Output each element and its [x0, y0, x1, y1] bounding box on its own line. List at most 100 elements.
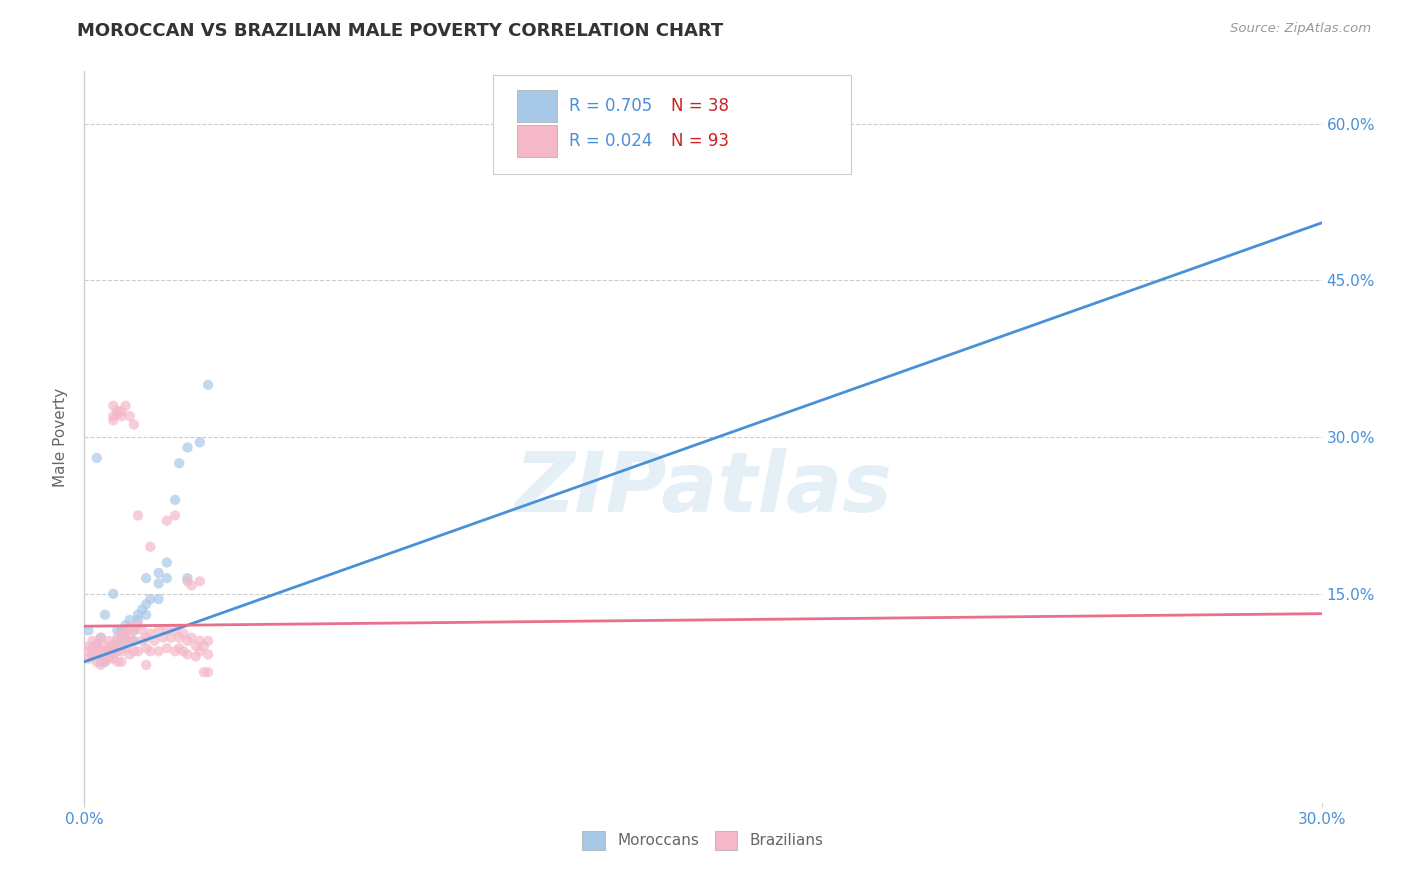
Point [188, 574, 211, 589]
Point [122, 633, 145, 648]
Point [197, 665, 219, 680]
Point [114, 624, 136, 638]
Point [197, 633, 219, 648]
Point [122, 624, 145, 638]
FancyBboxPatch shape [517, 125, 557, 157]
Point [98, 651, 121, 665]
Point [110, 633, 132, 648]
Point [167, 631, 190, 645]
Point [82, 648, 104, 662]
Point [105, 631, 128, 645]
Point [114, 618, 136, 632]
Text: ZIPatlas: ZIPatlas [515, 448, 891, 529]
Point [90, 657, 112, 672]
Point [98, 649, 121, 664]
Point [180, 631, 202, 645]
Point [103, 399, 125, 413]
Point [105, 624, 128, 638]
Point [118, 620, 141, 634]
Point [152, 631, 174, 645]
Point [110, 644, 132, 658]
Point [110, 409, 132, 424]
Point [165, 644, 187, 658]
Point [86, 450, 108, 465]
Point [118, 409, 141, 424]
Point [105, 655, 128, 669]
Point [105, 404, 128, 418]
Point [110, 624, 132, 638]
Point [167, 641, 190, 656]
Point [82, 641, 104, 656]
Point [127, 508, 149, 523]
Point [148, 644, 170, 658]
Point [86, 637, 108, 651]
Point [148, 592, 170, 607]
Point [172, 644, 194, 658]
Point [127, 618, 149, 632]
Text: R = 0.705: R = 0.705 [569, 96, 652, 115]
Point [86, 655, 108, 669]
Point [131, 624, 153, 638]
Point [114, 399, 136, 413]
Point [90, 649, 112, 664]
Point [103, 637, 125, 651]
Point [184, 639, 207, 653]
Point [110, 655, 132, 669]
Point [176, 441, 198, 455]
Point [143, 633, 166, 648]
Point [77, 639, 100, 653]
Point [193, 665, 215, 680]
Point [118, 631, 141, 645]
Point [118, 648, 141, 662]
Point [90, 644, 112, 658]
Point [94, 655, 117, 669]
Point [103, 639, 125, 653]
Point [105, 644, 128, 658]
FancyBboxPatch shape [517, 90, 557, 122]
Y-axis label: Male Poverty: Male Poverty [53, 387, 69, 487]
Point [188, 633, 211, 648]
Point [127, 644, 149, 658]
Point [156, 514, 179, 528]
Point [90, 631, 112, 645]
Point [135, 657, 157, 672]
Point [148, 566, 170, 580]
Point [103, 644, 125, 658]
Point [148, 576, 170, 591]
Point [105, 641, 128, 656]
Text: N = 38: N = 38 [671, 96, 728, 115]
Point [160, 631, 183, 645]
Point [176, 571, 198, 585]
Point [122, 624, 145, 638]
Point [77, 624, 100, 638]
Point [127, 607, 149, 622]
Point [135, 597, 157, 611]
Point [105, 633, 128, 648]
Point [94, 644, 117, 658]
Point [135, 607, 157, 622]
Point [131, 602, 153, 616]
Point [135, 571, 157, 585]
Point [122, 417, 145, 432]
Text: R = 0.024: R = 0.024 [569, 132, 652, 150]
FancyBboxPatch shape [492, 75, 852, 174]
Point [131, 633, 153, 648]
Point [172, 626, 194, 640]
Point [98, 644, 121, 658]
Point [135, 641, 157, 656]
Point [90, 631, 112, 645]
Point [86, 642, 108, 657]
Point [167, 456, 190, 470]
Point [156, 571, 179, 585]
Point [77, 651, 100, 665]
Point [98, 633, 121, 648]
Point [98, 641, 121, 656]
Legend: Moroccans, Brazilians: Moroccans, Brazilians [575, 823, 831, 857]
Point [197, 377, 219, 392]
Point [94, 655, 117, 669]
Point [94, 607, 117, 622]
Point [122, 633, 145, 648]
Point [118, 613, 141, 627]
Point [103, 587, 125, 601]
Point [114, 631, 136, 645]
